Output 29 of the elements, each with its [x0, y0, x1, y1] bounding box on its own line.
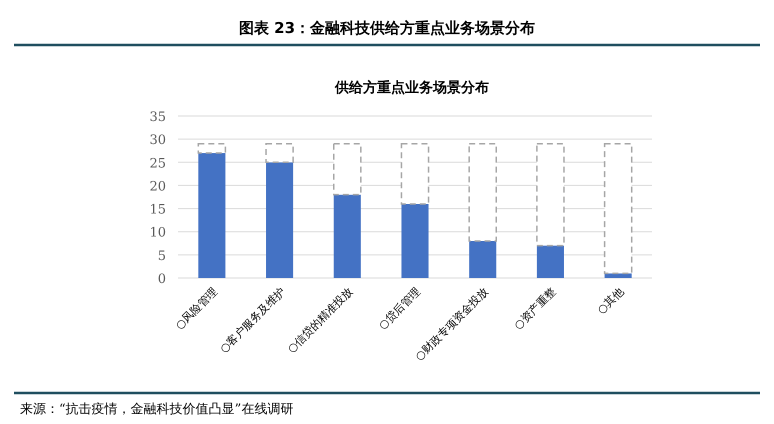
bar: [469, 240, 496, 278]
bar: [536, 246, 564, 278]
bar: [401, 204, 429, 278]
x-tick-label: ○其他: [594, 284, 626, 316]
y-tick-label: 0: [158, 272, 166, 287]
bar: [400, 143, 430, 205]
x-tick-label: ○资产重整: [511, 284, 559, 332]
bar: [536, 143, 565, 246]
bar: [198, 153, 226, 278]
bar: [266, 162, 294, 278]
y-tick-label: 10: [149, 226, 166, 241]
y-tick-label: 25: [149, 156, 166, 172]
bar: [604, 143, 632, 274]
source-note: 来源：“抗击疫情，金融科技价值凸显”在线调研: [20, 402, 294, 417]
bar: [468, 143, 498, 242]
bar: [198, 143, 226, 154]
chart-title: 图表 23：金融科技供给方重点业务场景分布: [238, 19, 536, 37]
x-tick-label: ○贷后管理: [376, 284, 424, 332]
chart-subtitle: 供给方重点业务场景分布: [334, 79, 489, 96]
bar: [334, 194, 361, 278]
y-tick-label: 15: [149, 202, 166, 218]
y-tick-label: 5: [158, 248, 166, 264]
bar: [604, 273, 632, 278]
y-tick-label: 35: [149, 110, 166, 125]
bar: [265, 143, 294, 164]
x-tick-label: ○风险管理: [172, 284, 220, 332]
y-tick-label: 30: [149, 133, 166, 148]
y-tick-label: 20: [149, 179, 166, 194]
bar: [332, 143, 362, 196]
